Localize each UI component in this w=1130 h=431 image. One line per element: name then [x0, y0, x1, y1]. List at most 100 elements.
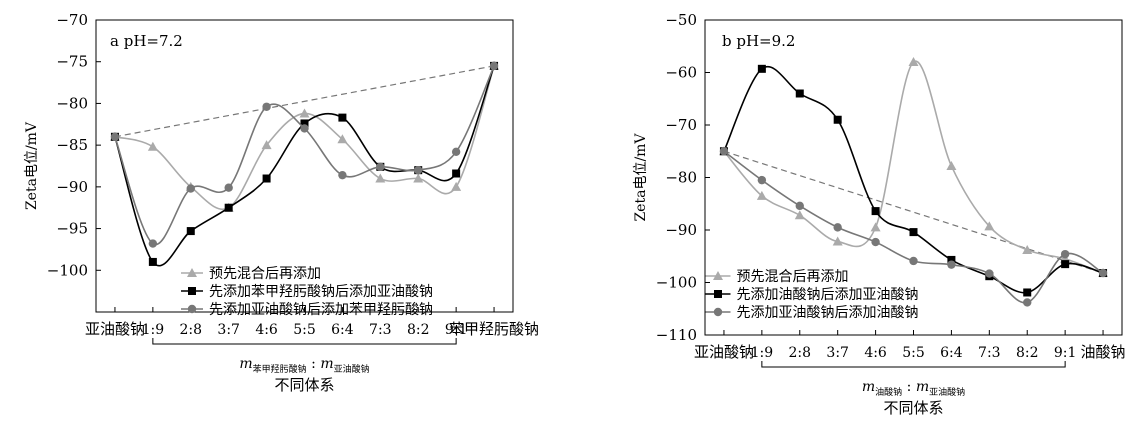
- data-point: [299, 108, 310, 118]
- data-point: [414, 165, 423, 175]
- data-point: [452, 169, 461, 178]
- data-point: [451, 147, 461, 157]
- series-triangle: [718, 57, 1109, 278]
- x-end-label: 亚油酸钠: [85, 320, 145, 338]
- legend-marker: [713, 271, 723, 280]
- x-end-label: 苯甲羟肟酸钠: [449, 320, 539, 338]
- data-point: [262, 174, 271, 183]
- legend-marker: [714, 290, 722, 298]
- x-label-colon: :: [307, 356, 321, 372]
- data-point: [148, 239, 158, 248]
- x-label-m2: m: [320, 356, 333, 372]
- y-tick-label: −85: [56, 136, 88, 154]
- data-point: [451, 181, 462, 191]
- data-point: [757, 64, 766, 73]
- data-point: [262, 102, 271, 111]
- y-tick-label: −95: [56, 220, 88, 238]
- data-point: [946, 160, 957, 170]
- data-point: [186, 227, 195, 236]
- x-group-label: 不同体系: [883, 399, 943, 417]
- data-point: [1098, 268, 1108, 278]
- legend-label: 先添加亚油酸钠后添加苯甲羟肟酸钠: [209, 301, 433, 318]
- x-label-denominator: 亚油酸钠: [334, 363, 370, 375]
- x-ratio-label: 8:2: [1016, 345, 1039, 361]
- data-point: [147, 141, 158, 151]
- x-ratio-label: 1:9: [751, 345, 774, 361]
- data-point: [1023, 288, 1032, 297]
- x-axis-ratio-label: m苯甲羟肟酸钠 : m亚油酸钠: [239, 356, 369, 375]
- legend-marker: [188, 287, 196, 295]
- x-ratio-label: 4:6: [255, 322, 278, 338]
- y-tick-label: −90: [665, 221, 697, 239]
- x-ratio-label: 1:9: [142, 322, 165, 338]
- x-label-denominator: 亚油酸钠: [929, 386, 965, 398]
- y-tick-label: −80: [56, 94, 88, 112]
- data-point: [489, 61, 499, 71]
- y-tick-label: −80: [665, 169, 697, 187]
- reference-dashed-line: [723, 150, 1104, 274]
- x-ratio-label: 6:4: [331, 322, 354, 338]
- data-point: [832, 236, 843, 246]
- data-point: [947, 255, 956, 264]
- x-label-m2: m: [916, 379, 929, 395]
- x-ratio-label: 2:8: [789, 345, 812, 361]
- data-point: [795, 89, 804, 98]
- x-ratio-label: 9:1: [1054, 345, 1077, 361]
- data-point: [224, 203, 233, 212]
- x-ratio-label: 8:2: [407, 322, 430, 338]
- x-ratio-label: 7:3: [369, 322, 392, 338]
- x-ratio-label: 5:5: [293, 322, 316, 338]
- data-point: [261, 140, 272, 150]
- legend-label: 先添加亚油酸钠后添加油酸钠: [737, 305, 919, 321]
- data-point: [719, 147, 729, 156]
- data-point: [375, 173, 386, 183]
- y-axis-title: Zeta电位/mV: [24, 121, 40, 210]
- data-point: [794, 210, 805, 220]
- y-tick-label: −90: [56, 178, 88, 196]
- data-point: [186, 184, 195, 193]
- x-ratio-label: 3:7: [826, 345, 849, 361]
- reference-dashed-line: [114, 65, 495, 138]
- data-point: [985, 269, 994, 278]
- data-point: [224, 183, 233, 192]
- legend-label: 先添加苯甲羟肟酸钠后添加亚油酸钠: [209, 283, 433, 300]
- x-label-colon: :: [902, 379, 916, 395]
- data-point: [1060, 249, 1070, 259]
- data-point: [795, 201, 804, 211]
- data-point: [871, 207, 880, 216]
- x-ratio-label: 4:6: [864, 345, 887, 361]
- data-point: [1023, 298, 1032, 307]
- x-ratio-label: 3:7: [217, 322, 240, 338]
- data-point: [300, 119, 309, 128]
- panel-annotation: a pH=7.2: [110, 32, 183, 50]
- data-point: [833, 223, 842, 232]
- legend-marker: [713, 307, 723, 317]
- y-tick-label: −60: [665, 64, 697, 82]
- data-point: [909, 256, 918, 266]
- ratio-bracket: [152, 338, 457, 345]
- x-label-m: m: [862, 379, 875, 395]
- panel-annotation: b pH=9.2: [722, 32, 795, 50]
- series-line: [723, 65, 1104, 294]
- data-point: [110, 132, 120, 141]
- series-line: [723, 60, 1104, 274]
- y-tick-label: −70: [56, 11, 88, 29]
- series-circle: [110, 61, 499, 248]
- data-point: [337, 134, 348, 144]
- y-axis-title: Zeta电位/mV: [633, 133, 649, 222]
- data-point: [909, 228, 918, 237]
- data-point: [1061, 260, 1070, 269]
- y-tick-label: −70: [665, 116, 697, 134]
- data-point: [870, 222, 881, 232]
- data-point: [300, 124, 309, 133]
- legend-label: 先添加油酸钠后添加亚油酸钠: [737, 287, 919, 303]
- series-triangle: [109, 60, 500, 212]
- y-tick-label: −100: [47, 261, 88, 279]
- y-tick-label: −50: [665, 11, 697, 29]
- series-line: [114, 65, 495, 246]
- data-point: [947, 260, 956, 269]
